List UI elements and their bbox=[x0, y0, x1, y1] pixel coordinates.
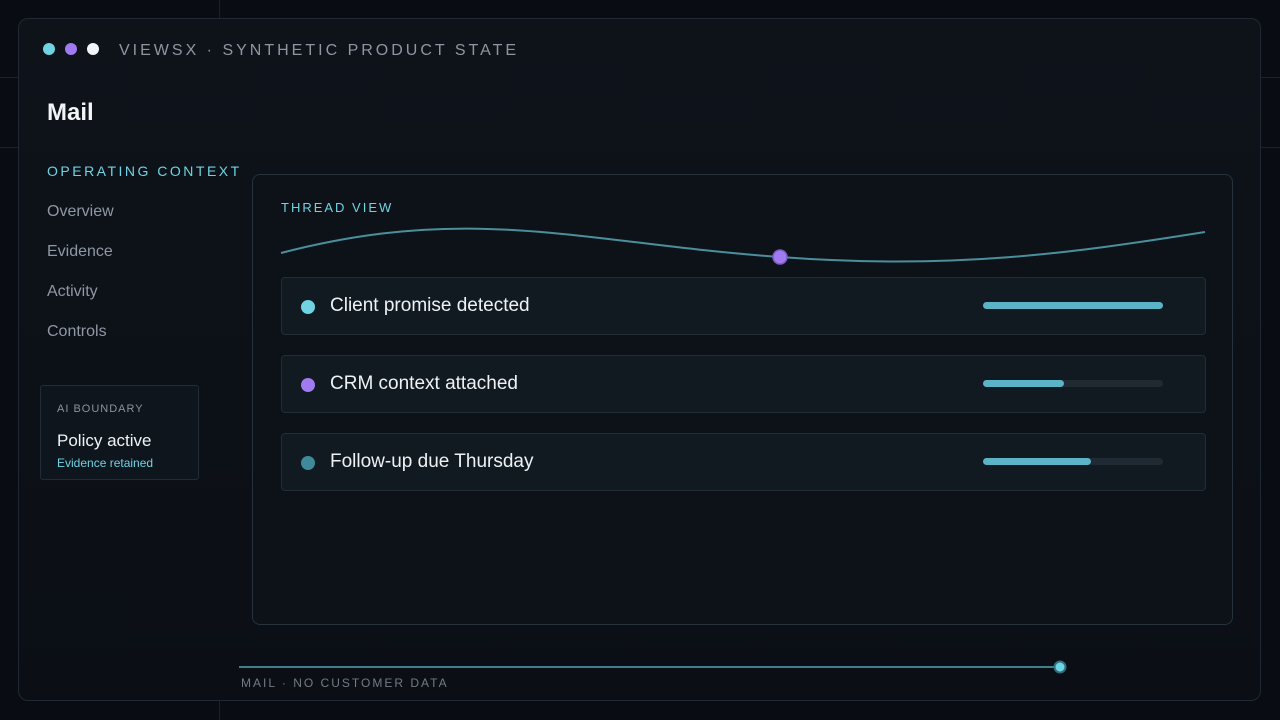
window-dots bbox=[43, 43, 99, 55]
page-title: Mail bbox=[47, 99, 94, 126]
sidebar-item-activity[interactable]: Activity bbox=[47, 283, 98, 300]
sidebar-nav: Overview Evidence Activity Controls bbox=[47, 202, 114, 362]
thread-view-panel: THREAD VIEW Client promise detected CRM … bbox=[252, 174, 1233, 625]
list-item[interactable]: Client promise detected bbox=[281, 277, 1206, 335]
panel-title: THREAD VIEW bbox=[281, 200, 394, 215]
footer-caption: MAIL · NO CUSTOMER DATA bbox=[241, 676, 449, 690]
list-item-label: Client promise detected bbox=[330, 295, 530, 316]
status-dot bbox=[301, 300, 315, 314]
thread-wave-line bbox=[280, 227, 1206, 263]
sidebar-heading: OPERATING CONTEXT bbox=[47, 163, 242, 179]
timeline-handle[interactable] bbox=[1053, 660, 1067, 674]
list-item[interactable]: Follow-up due Thursday bbox=[281, 433, 1206, 491]
list-item-label: CRM context attached bbox=[330, 373, 518, 394]
brand-title: VIEWSX · SYNTHETIC PRODUCT STATE bbox=[119, 42, 520, 59]
progress-bar-fill bbox=[983, 458, 1091, 465]
thread-marker[interactable] bbox=[772, 249, 788, 265]
status-dot bbox=[301, 378, 315, 392]
list-item[interactable]: CRM context attached bbox=[281, 355, 1206, 413]
window-dot-cyan bbox=[43, 43, 55, 55]
app-window: VIEWSX · SYNTHETIC PRODUCT STATE Mail OP… bbox=[18, 18, 1261, 701]
sidebar-item-overview[interactable]: Overview bbox=[47, 203, 114, 220]
progress-bar bbox=[983, 458, 1163, 465]
window-dot-purple bbox=[65, 43, 77, 55]
list-item-label: Follow-up due Thursday bbox=[330, 451, 534, 472]
evidence-status: Evidence retained bbox=[57, 456, 154, 470]
progress-bar bbox=[983, 380, 1163, 387]
progress-bar-fill bbox=[983, 302, 1163, 309]
sidebar-item-evidence[interactable]: Evidence bbox=[47, 243, 113, 260]
progress-bar bbox=[983, 302, 1163, 309]
sidebar-item-controls[interactable]: Controls bbox=[47, 323, 107, 340]
window-dot-white bbox=[87, 43, 99, 55]
progress-bar-fill bbox=[983, 380, 1064, 387]
thread-wave bbox=[280, 227, 1206, 265]
ai-boundary-card: AI BOUNDARY Policy active Evidence retai… bbox=[40, 385, 199, 480]
policy-status: Policy active bbox=[57, 431, 152, 450]
status-dot bbox=[301, 456, 315, 470]
ai-boundary-label: AI BOUNDARY bbox=[57, 403, 144, 415]
